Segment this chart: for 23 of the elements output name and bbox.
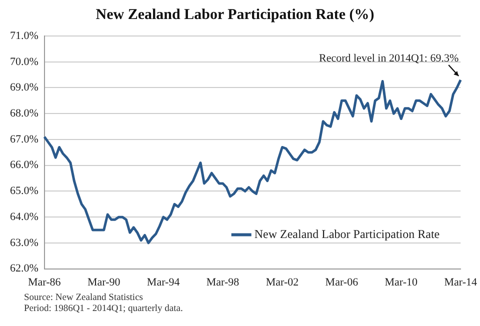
y-tick-label: 67.0% xyxy=(10,133,38,146)
y-tick-label: 70.0% xyxy=(10,56,38,68)
x-tick-label: Mar-94 xyxy=(146,276,180,288)
x-tick-label: Mar-02 xyxy=(266,276,299,288)
x-tick-label: Mar-90 xyxy=(87,276,121,288)
y-tick-label: 71.0% xyxy=(10,30,38,42)
y-tick-label: 65.0% xyxy=(10,185,38,198)
annotation: Record level in 2014Q1: 69.3% xyxy=(318,52,459,64)
y-tick-label: 69.0% xyxy=(10,82,38,94)
x-tick-label: Mar-98 xyxy=(206,276,240,288)
x-tick-label: Mar-86 xyxy=(28,276,62,288)
y-tick-label: 62.0% xyxy=(10,262,38,275)
x-tick-label: Mar-10 xyxy=(384,276,418,288)
x-tick-label: Mar-14 xyxy=(444,276,478,288)
text: Period: 1986Q1 - 2014Q1; quarterly data. xyxy=(24,304,183,315)
y-tick-label: 68.0% xyxy=(10,107,38,120)
source-note: Source: New Zealand Statistics xyxy=(24,293,144,304)
y-tick-label: 64.0% xyxy=(10,210,38,223)
x-tick-label: Mar-06 xyxy=(325,276,359,288)
legend-label: New Zealand Labor Participation Rate xyxy=(254,226,440,241)
y-tick-label: 63.0% xyxy=(10,236,38,249)
y-tick-label: 66.0% xyxy=(10,159,38,172)
chart-title: New Zealand Labor Participation Rate (%) xyxy=(96,6,374,23)
